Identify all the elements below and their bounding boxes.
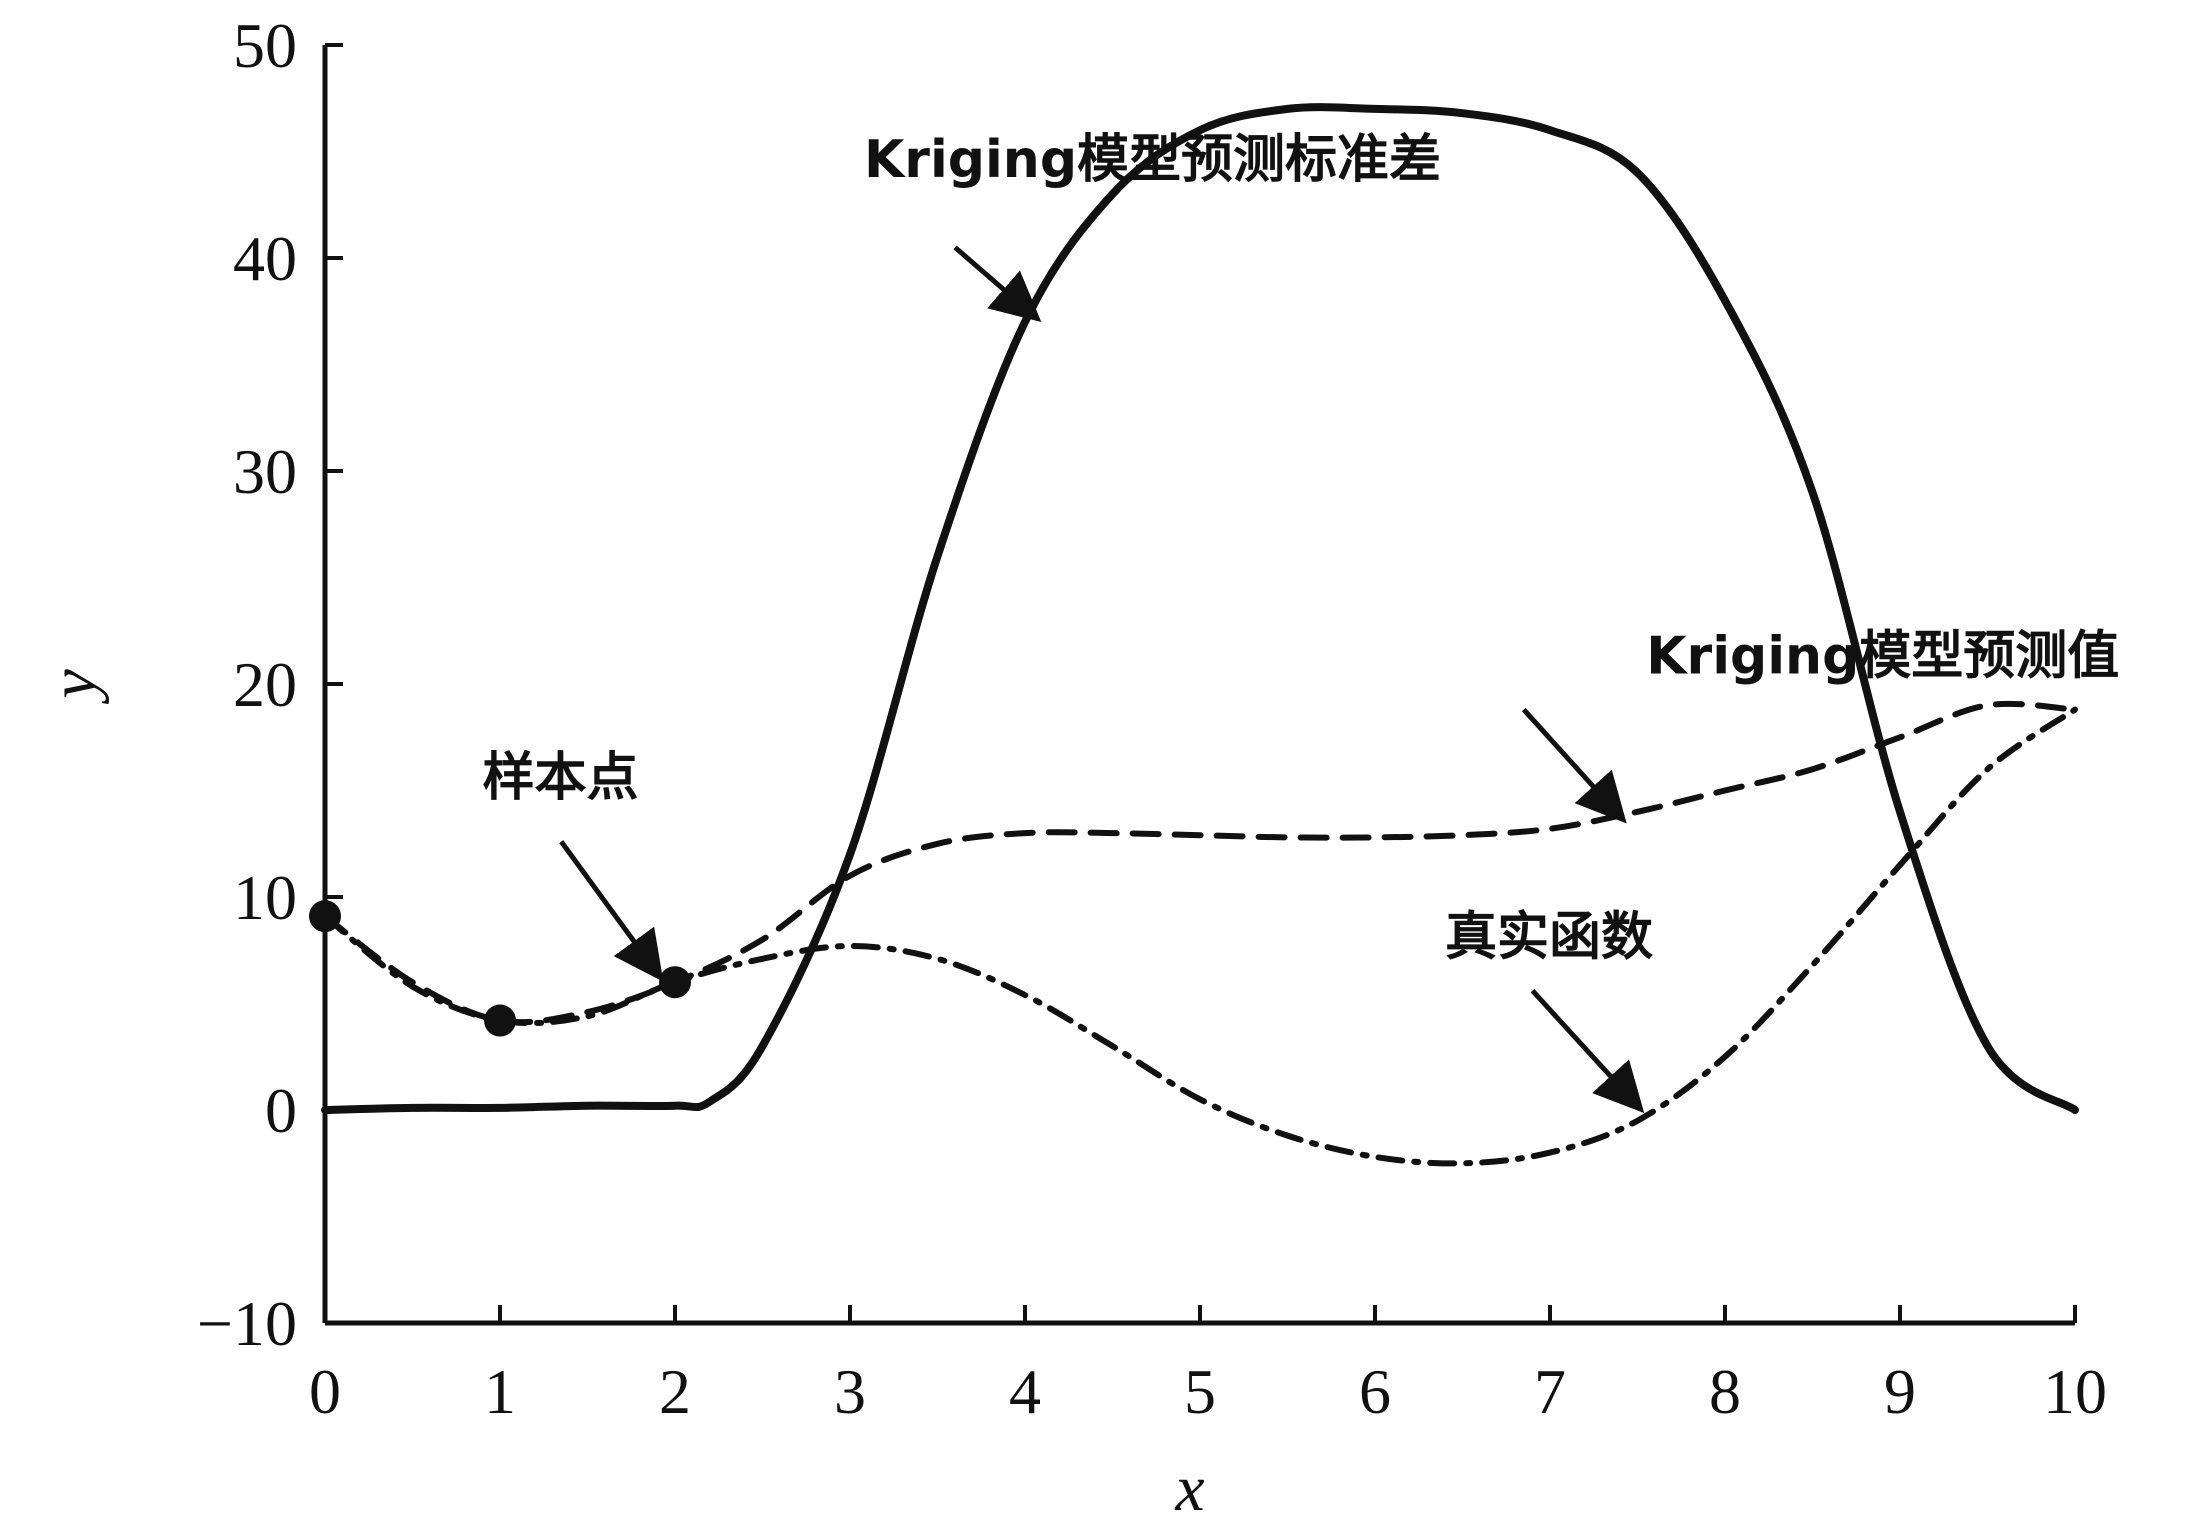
y-axis-title: y bbox=[37, 669, 110, 705]
x-tick-label: 5 bbox=[1184, 1356, 1216, 1427]
annotation-label: Kriging模型预测值 bbox=[1646, 626, 2119, 686]
y-tick-label: 10 bbox=[233, 862, 297, 933]
y-tick-label: 0 bbox=[265, 1075, 297, 1146]
sample-point bbox=[659, 966, 691, 999]
annotation-arrow bbox=[559, 840, 664, 982]
x-tick-label: 7 bbox=[1534, 1356, 1566, 1427]
y-tick-label: 40 bbox=[233, 223, 297, 294]
y-tick-label: 50 bbox=[233, 10, 297, 81]
annotation-arrow bbox=[953, 245, 1042, 323]
annotation-label: 真实函数 bbox=[1445, 908, 1653, 968]
y-tick-label: 30 bbox=[233, 436, 297, 507]
x-tick-label: 3 bbox=[834, 1356, 866, 1427]
series-line-solid bbox=[321, 103, 2079, 1114]
series-line-dashed bbox=[322, 700, 2078, 1026]
annotation-arrow bbox=[1530, 989, 1645, 1114]
annotation-label: 样本点 bbox=[483, 748, 639, 808]
sample-point bbox=[309, 900, 341, 933]
series-line-dashdot bbox=[322, 706, 2078, 1167]
x-tick-label: 8 bbox=[1709, 1356, 1741, 1427]
x-tick-label: 1 bbox=[484, 1356, 516, 1427]
series-layer bbox=[321, 103, 2079, 1167]
x-tick-label: 9 bbox=[1884, 1356, 1916, 1427]
x-tick-label: 2 bbox=[659, 1356, 691, 1427]
x-axis-title: x bbox=[1174, 1452, 1204, 1525]
annotation-arrow bbox=[1521, 707, 1627, 824]
y-tick-label: −10 bbox=[197, 1288, 297, 1359]
sample-point bbox=[484, 1004, 516, 1037]
y-tick-label: 20 bbox=[233, 649, 297, 720]
x-tick-label: 6 bbox=[1359, 1356, 1391, 1427]
x-tick-label: 0 bbox=[309, 1356, 341, 1427]
x-tick-label: 10 bbox=[2043, 1356, 2107, 1427]
sample-points-layer bbox=[309, 900, 691, 1037]
x-tick-label: 4 bbox=[1009, 1356, 1041, 1427]
annotation-label: Kriging模型预测标准差 bbox=[864, 130, 1441, 190]
